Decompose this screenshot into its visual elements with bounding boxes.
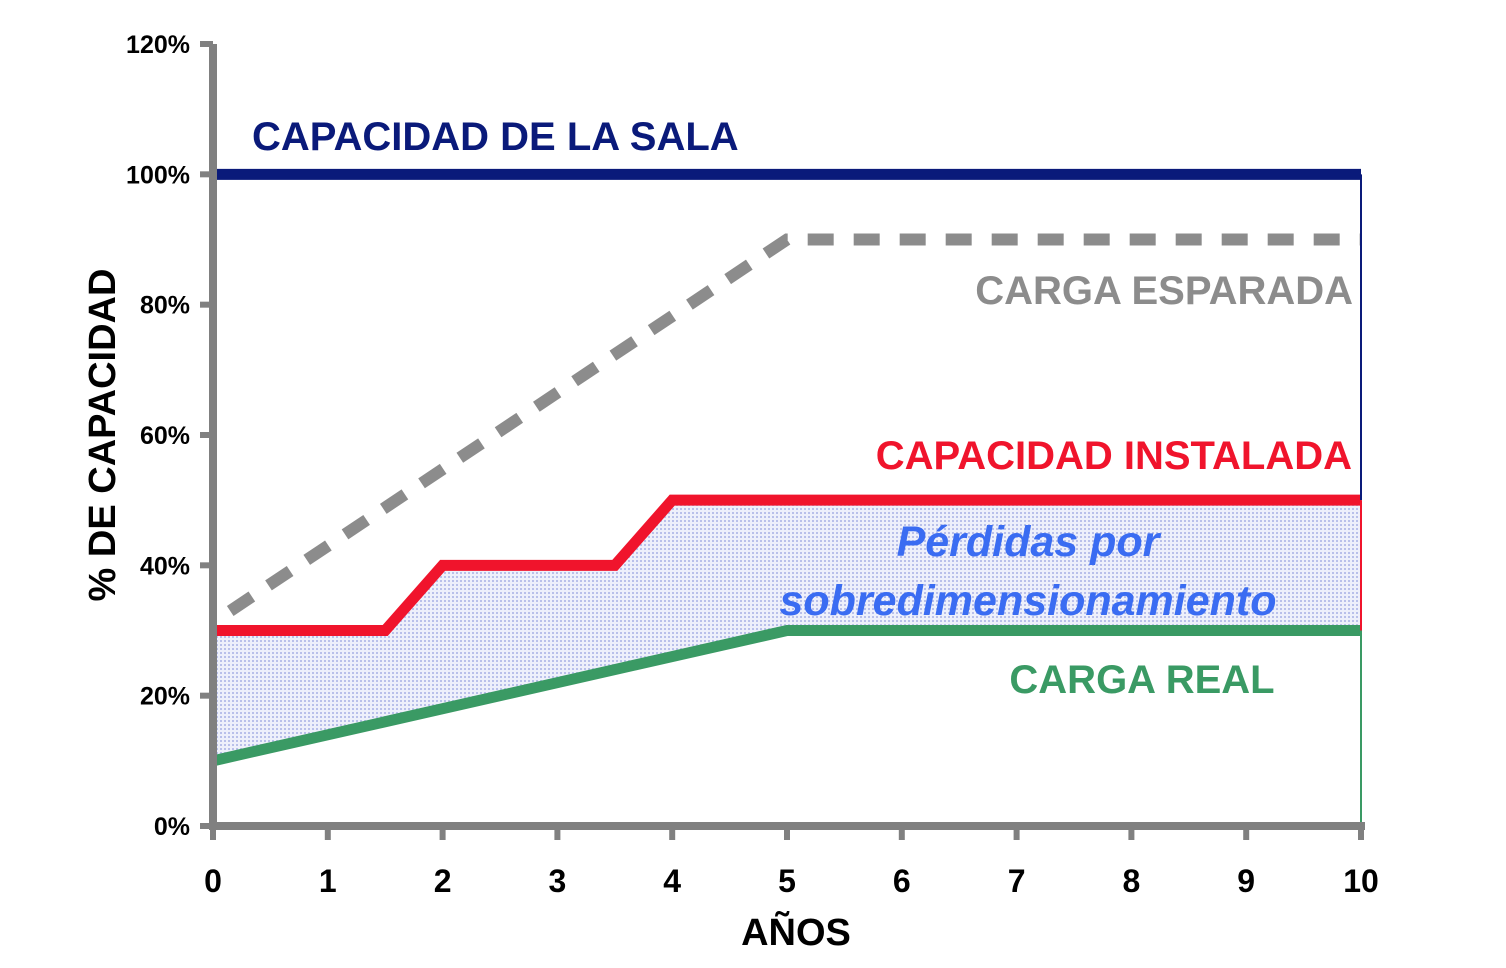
x-tick-label: 9: [1237, 863, 1255, 899]
y-tick-label: 20%: [140, 683, 190, 711]
tick-labels: 0% 20% 40% 60% 80% 100% 120% 0 1 2 3 4 5 6 7 8 9 10: [126, 31, 1379, 899]
y-tick-label: 40%: [140, 552, 190, 580]
label-capacidad-sala: CAPACIDAD DE LA SALA: [252, 115, 739, 159]
x-tick-label: 2: [434, 863, 452, 899]
axes: [209, 44, 1365, 830]
label-carga-esperada: CARGA ESPARADA: [975, 269, 1353, 313]
x-axis-title: AÑOS: [741, 910, 851, 954]
series-line-real: [211, 625, 1361, 767]
x-tick-label: 5: [778, 863, 796, 899]
x-tick-label: 0: [204, 863, 222, 899]
label-carga-real: CARGA REAL: [1009, 658, 1274, 702]
y-tick-label: 80%: [140, 292, 190, 320]
x-tick-label: 10: [1343, 863, 1379, 899]
annotation-perdidas-line2: sobredimensionamiento: [780, 577, 1277, 625]
y-axis-title: % DE CAPACIDAD: [82, 269, 124, 602]
x-tick-label: 6: [893, 863, 911, 899]
y-tick-label: 120%: [126, 31, 190, 59]
series-line-instalada: [213, 494, 1361, 636]
y-tick-label: 0%: [154, 813, 190, 841]
annotation-perdidas-line1: Pérdidas por: [897, 518, 1162, 566]
series-lines: [211, 168, 1362, 826]
x-tick-label: 8: [1123, 863, 1141, 899]
x-tick-label: 1: [319, 863, 337, 899]
label-capacidad-instalada: CAPACIDAD INSTALADA: [876, 434, 1352, 478]
y-tick-label: 100%: [126, 161, 190, 189]
y-tick-label: 60%: [140, 422, 190, 450]
x-tick-label: 7: [1008, 863, 1026, 899]
x-tick-label: 3: [549, 863, 567, 899]
series-line-esperada: [226, 233, 1361, 616]
x-tick-label: 4: [663, 863, 681, 899]
